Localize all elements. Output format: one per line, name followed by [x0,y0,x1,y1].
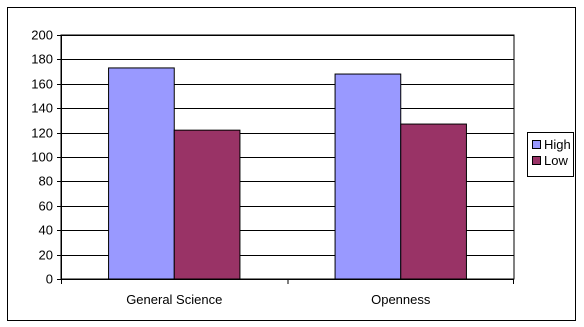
legend-box [527,132,574,177]
y-tick-label: 40 [39,223,53,238]
y-tick-label: 180 [31,52,53,67]
y-tick-label: 140 [31,101,53,116]
axes: 0 20 40 60 80 100 120 140 160 180 200 General Scien… [31,28,514,307]
y-tick-label: 0 [46,272,53,287]
x-category-label: Openness [371,292,431,307]
y-tick-label: 80 [39,174,53,189]
y-tick-label: 60 [39,199,53,214]
bar-low [173,129,241,280]
y-tick-label: 120 [31,126,53,141]
legend-label-low: Low [544,153,568,168]
legend-swatch-high [532,140,541,149]
y-tick-label: 160 [31,77,53,92]
y-tick-label: 200 [31,28,53,43]
y-tick-label: 20 [39,248,53,263]
bar-low [400,123,467,280]
x-category-label: General Science [126,292,222,307]
bar-high [334,73,402,280]
legend-label-high: High [544,137,571,152]
bar-high [108,67,175,280]
y-tick-label: 100 [31,150,53,165]
legend-swatch-low [532,156,541,165]
